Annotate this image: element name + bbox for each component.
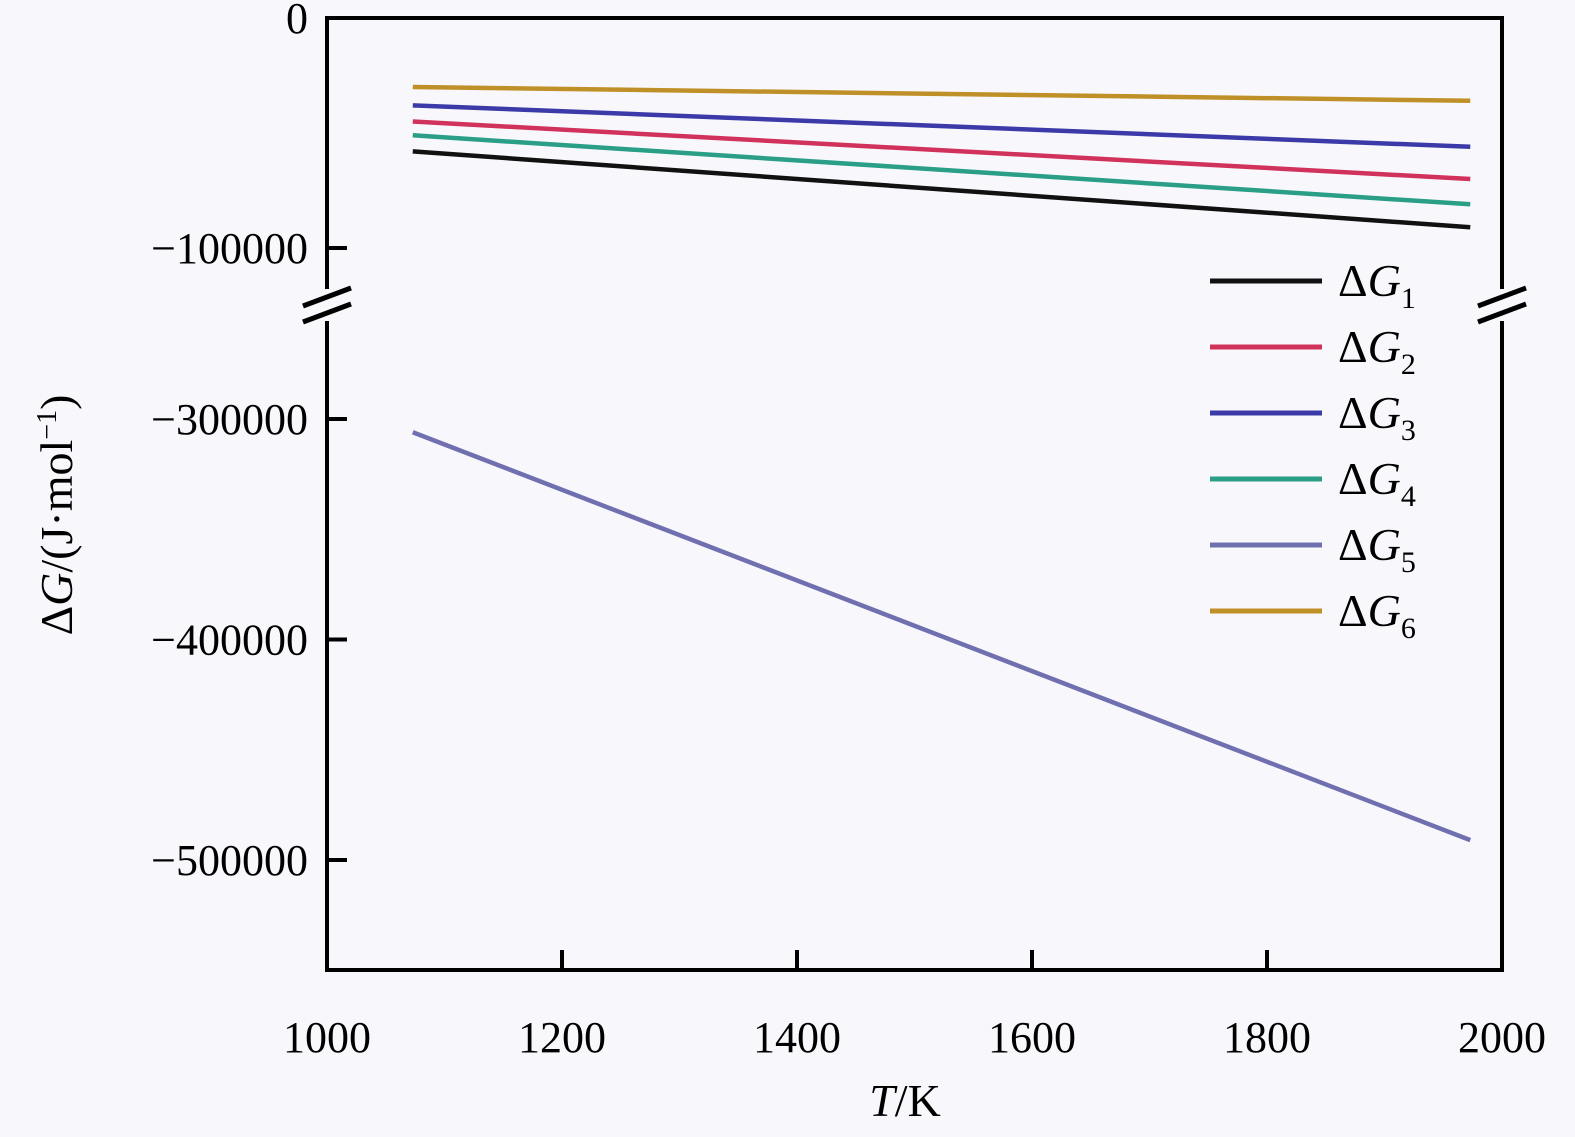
series-line-6 bbox=[412, 84, 1471, 104]
series-line-4 bbox=[412, 133, 1471, 207]
legend-label-6: ΔG6 bbox=[1338, 585, 1416, 645]
y-tick-label-0: 0 bbox=[286, 0, 308, 43]
x-tick-label-1000: 1000 bbox=[283, 1013, 371, 1062]
x-tick-label-1600: 1600 bbox=[988, 1013, 1076, 1062]
series-line-3 bbox=[412, 103, 1471, 150]
axis-ticks: 1000 1200 1400 1600 1800 2000 0 −100000 −300000 −… bbox=[151, 0, 1546, 1062]
x-axis-title: T/K bbox=[869, 1075, 941, 1126]
y-tick-label-3: −400000 bbox=[151, 616, 308, 665]
y-axis-title: ΔG/(J·mol−1) bbox=[31, 395, 82, 636]
series-line-2 bbox=[412, 119, 1471, 182]
right-axis-break-mark-2 bbox=[1477, 301, 1527, 325]
series-line-5 bbox=[411, 430, 1472, 843]
x-tick-label-1200: 1200 bbox=[518, 1013, 606, 1062]
series-layer bbox=[411, 84, 1472, 843]
plot-frame bbox=[302, 16, 1527, 972]
left-axis-break-mark-2 bbox=[302, 301, 352, 325]
legend-label-2: ΔG2 bbox=[1338, 321, 1416, 381]
legend-label-5: ΔG5 bbox=[1338, 519, 1416, 579]
y-tick-label-2: −300000 bbox=[151, 395, 308, 444]
legend-label-4: ΔG4 bbox=[1338, 453, 1416, 513]
legend-label-3: ΔG3 bbox=[1338, 387, 1416, 447]
right-axis-break-mark-1 bbox=[1477, 285, 1527, 309]
y-tick-label-1: −100000 bbox=[151, 224, 308, 273]
left-axis-break-mark-1 bbox=[302, 285, 352, 309]
x-tick-label-1800: 1800 bbox=[1223, 1013, 1311, 1062]
legend-label-1: ΔG1 bbox=[1338, 255, 1416, 315]
y-tick-label-4: −500000 bbox=[151, 836, 308, 885]
x-tick-label-1400: 1400 bbox=[753, 1013, 841, 1062]
x-tick-label-2000: 2000 bbox=[1458, 1013, 1546, 1062]
series-line-1 bbox=[412, 149, 1471, 230]
